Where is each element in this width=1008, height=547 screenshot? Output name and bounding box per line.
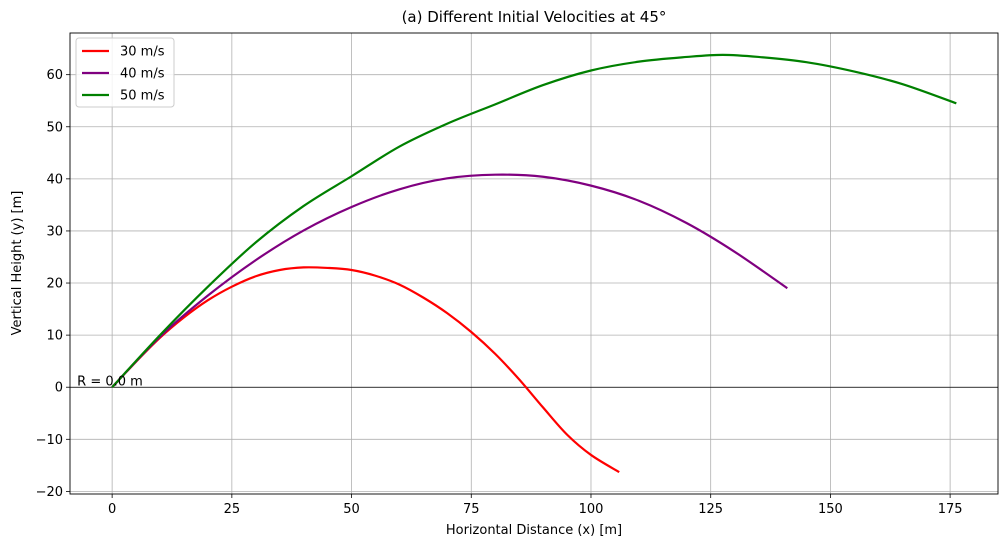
y-tick-label: −20 <box>36 485 63 500</box>
y-axis-label: Vertical Height (y) [m] <box>10 191 25 336</box>
plot-frame <box>69 32 999 495</box>
x-axis-label: Horizontal Distance (x) [m] <box>446 523 622 538</box>
y-tick-label: −10 <box>36 433 63 448</box>
annotations: R = 0.0 m <box>77 375 143 390</box>
y-axis-ticks: −20 −10 0 10 20 30 40 50 60 <box>36 68 70 500</box>
chart-title: (a) Different Initial Velocities at 45° <box>402 8 667 26</box>
y-tick-label: 30 <box>46 224 63 239</box>
x-tick-label: 75 <box>463 502 480 517</box>
plot-background <box>70 33 998 494</box>
annotation-label: R = 0.0 m <box>77 375 143 390</box>
y-tick-label: 60 <box>46 68 63 83</box>
x-axis-ticks: 0 25 50 75 100 125 150 175 <box>108 494 963 517</box>
y-tick-label: 40 <box>46 172 63 187</box>
legend-label-0: 30 m/s <box>120 45 165 60</box>
x-tick-label: 25 <box>224 502 241 517</box>
x-tick-label: 175 <box>938 502 963 517</box>
x-tick-label: 100 <box>579 502 604 517</box>
legend-box <box>75 37 175 108</box>
y-tick-label: 10 <box>46 329 63 344</box>
series-line-1 <box>111 173 788 388</box>
series-group <box>111 53 957 474</box>
x-tick-label: 0 <box>108 502 116 517</box>
legend-label-2: 50 m/s <box>120 89 165 104</box>
legend-label-1: 40 m/s <box>120 67 165 82</box>
series-line-2 <box>111 53 957 388</box>
series-line-0 <box>111 266 620 474</box>
legend: 30 m/s 40 m/s 50 m/s <box>75 37 175 108</box>
y-tick-label: 0 <box>55 381 63 396</box>
y-tick-label: 50 <box>46 120 63 135</box>
x-tick-label: 125 <box>698 502 723 517</box>
y-tick-label: 20 <box>46 277 63 292</box>
x-tick-label: 50 <box>343 502 360 517</box>
x-tick-label: 150 <box>818 502 843 517</box>
